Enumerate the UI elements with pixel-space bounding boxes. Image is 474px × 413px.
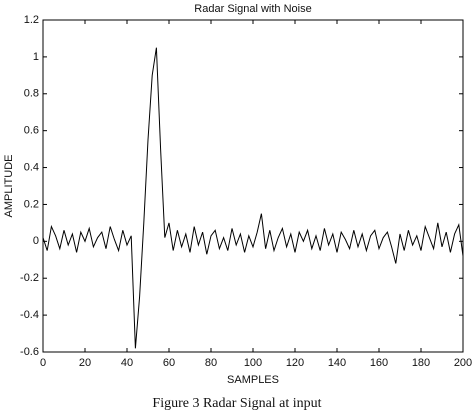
x-tick-label: 200 bbox=[454, 357, 472, 369]
y-axis-label: AMPLITUDE bbox=[3, 155, 15, 218]
y-tick-label: 0.8 bbox=[24, 88, 39, 100]
caption: Figure 3 Radar Signal at input bbox=[152, 396, 321, 411]
chart-title: Radar Signal with Noise bbox=[194, 3, 311, 15]
signal-line bbox=[42, 47, 464, 349]
y-tick-label: 0 bbox=[33, 235, 39, 247]
x-tick-label: 80 bbox=[205, 357, 217, 369]
x-tick-label: 60 bbox=[163, 357, 175, 369]
y-tick-label: -0.4 bbox=[20, 309, 39, 321]
x-tick-label: 0 bbox=[40, 357, 46, 369]
x-axis-label: SAMPLES bbox=[227, 374, 279, 386]
y-tick-label: 0.6 bbox=[24, 125, 39, 137]
x-tick-label: 100 bbox=[244, 357, 262, 369]
x-tick-label: 180 bbox=[412, 357, 430, 369]
x-tick-label: 20 bbox=[79, 357, 91, 369]
plot-frame bbox=[42, 19, 464, 353]
y-tick-label: 0.2 bbox=[24, 198, 39, 210]
x-tick-label: 120 bbox=[286, 357, 304, 369]
y-tick-label: 1 bbox=[33, 51, 39, 63]
x-tick-label: 40 bbox=[121, 357, 133, 369]
y-tick-label: 1.2 bbox=[24, 14, 39, 26]
y-tick-label: -0.6 bbox=[20, 346, 39, 358]
x-tick-label: 140 bbox=[328, 357, 346, 369]
x-tick-label: 160 bbox=[370, 357, 388, 369]
y-tick-label: 0.4 bbox=[24, 161, 39, 173]
y-tick-label: -0.2 bbox=[20, 272, 39, 284]
